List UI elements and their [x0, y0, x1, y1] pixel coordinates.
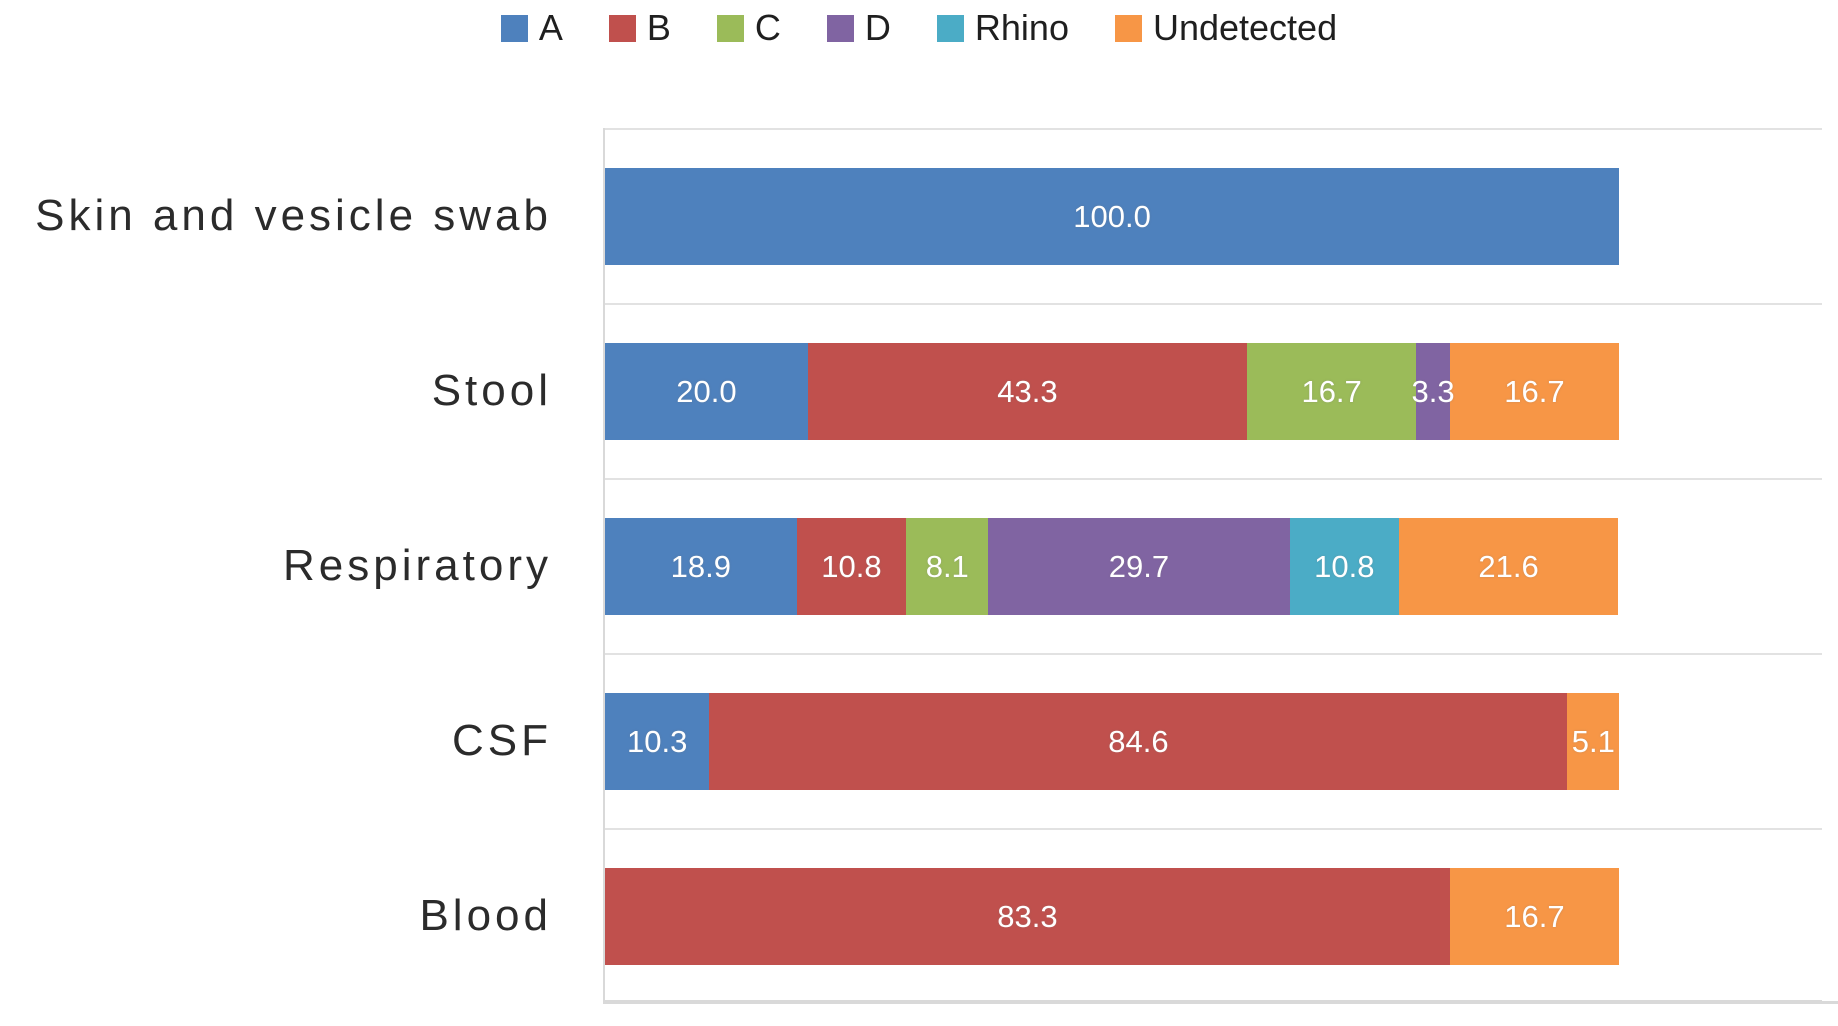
category-label: Stool — [431, 365, 552, 415]
bar-segment-c: 8.1 — [906, 518, 989, 615]
segment-value-label: 43.3 — [997, 374, 1058, 409]
legend-swatch-icon — [608, 14, 636, 42]
legend-swatch-icon — [716, 14, 744, 42]
bar-band: 83.3 16.7 — [605, 828, 1822, 1003]
legend-swatch-icon — [1114, 14, 1142, 42]
segment-value-label: 16.7 — [1301, 374, 1362, 409]
bar-band: 100.0 — [605, 128, 1822, 303]
bar-band: 20.0 43.3 16.7 3.3 16.7 — [605, 303, 1822, 478]
segment-value-label: 21.6 — [1478, 549, 1539, 584]
legend-item-rhino: Rhino — [936, 7, 1069, 48]
legend-swatch-icon — [500, 14, 528, 42]
bar-segment-c: 16.7 — [1246, 343, 1417, 440]
legend-label: A — [538, 7, 563, 48]
legend-item-a: A — [500, 7, 563, 48]
bar-segment-d: 3.3 — [1411, 343, 1455, 440]
x-axis-line — [603, 1001, 1838, 1004]
legend-item-c: C — [716, 7, 781, 48]
plot-area: 100.0 20.0 43.3 16.7 3.3 16.7 18.9 10.8 8.1 29.7 1… — [603, 128, 1822, 1003]
legend-label: Undetected — [1152, 7, 1338, 48]
legend-item-d: D — [826, 7, 891, 48]
bar-band: 10.3 84.6 5.1 — [605, 653, 1822, 828]
segment-value-label: 16.7 — [1504, 899, 1565, 934]
category-axis: Skin and vesicle swab Stool Respiratory CSF… — [0, 128, 552, 1003]
legend-label: B — [646, 7, 671, 48]
segment-value-label: 100.0 — [1073, 199, 1151, 234]
bar-track: 83.3 16.7 — [605, 868, 1620, 965]
segment-value-label: 8.1 — [925, 549, 969, 584]
bar-segment-undetected: 16.7 — [1449, 868, 1620, 965]
bar-segment-a: 18.9 — [605, 518, 797, 615]
bar-segment-rhino: 10.8 — [1289, 518, 1400, 615]
legend-label: D — [864, 7, 891, 48]
segment-value-label: 5.1 — [1571, 724, 1615, 759]
category-label: Skin and vesicle swab — [35, 190, 552, 240]
segment-value-label: 10.8 — [821, 549, 882, 584]
category-label: CSF — [452, 715, 552, 765]
bar-segment-b: 83.3 — [605, 868, 1450, 965]
bar-segment-b: 84.6 — [709, 693, 1568, 790]
segment-value-label: 20.0 — [676, 374, 737, 409]
segment-value-label: 83.3 — [997, 899, 1058, 934]
bar-band: 18.9 10.8 8.1 29.7 10.8 21.6 — [605, 478, 1822, 653]
segment-value-label: 16.7 — [1504, 374, 1565, 409]
bar-track: 10.3 84.6 5.1 — [605, 693, 1620, 790]
segment-value-label: 18.9 — [670, 549, 731, 584]
bar-track: 18.9 10.8 8.1 29.7 10.8 21.6 — [605, 518, 1619, 615]
bar-segment-a: 10.3 — [605, 693, 710, 790]
bar-segment-a: 20.0 — [605, 343, 808, 440]
bar-segment-a: 100.0 — [605, 168, 1620, 265]
bar-segment-undetected: 5.1 — [1567, 693, 1620, 790]
legend-label: C — [754, 7, 781, 48]
legend-item-undetected: Undetected — [1114, 7, 1338, 48]
segment-value-label: 29.7 — [1108, 549, 1170, 584]
category-label: Respiratory — [283, 540, 552, 590]
chart-legend: A B C D Rhino Undetected — [0, 10, 1838, 46]
bar-track: 20.0 43.3 16.7 3.3 16.7 — [605, 343, 1620, 440]
segment-value-label: 3.3 — [1411, 374, 1455, 409]
bar-segment-undetected: 21.6 — [1399, 518, 1619, 615]
bar-segment-d: 29.7 — [988, 518, 1290, 615]
legend-swatch-icon — [936, 14, 964, 42]
segment-value-label: 10.3 — [627, 724, 688, 759]
legend-label: Rhino — [974, 7, 1069, 48]
legend-swatch-icon — [826, 14, 854, 42]
category-label: Blood — [419, 890, 552, 940]
bar-segment-undetected: 16.7 — [1449, 343, 1620, 440]
legend-item-b: B — [608, 7, 671, 48]
segment-value-label: 10.8 — [1314, 549, 1375, 584]
bar-track: 100.0 — [605, 168, 1620, 265]
bar-segment-b: 43.3 — [807, 343, 1247, 440]
segment-value-label: 84.6 — [1108, 724, 1169, 759]
bar-segment-b: 10.8 — [796, 518, 907, 615]
